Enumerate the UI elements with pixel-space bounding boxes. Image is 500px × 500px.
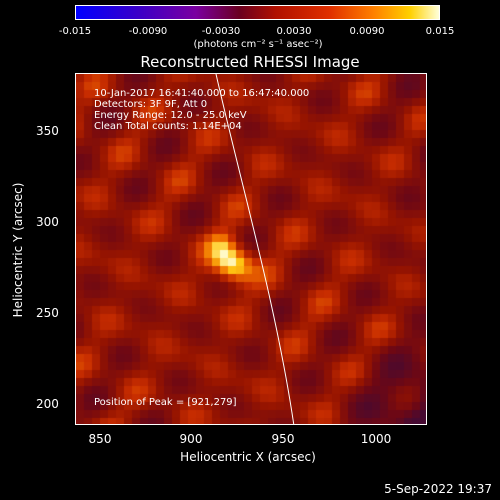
x-tick-label: 1000 <box>360 432 392 446</box>
x-axis-label: Heliocentric X (arcsec) <box>180 450 316 464</box>
detectors-text: Detectors: 3F 9F, Att 0 <box>94 99 208 110</box>
colorbar-units-label: (photons cm⁻² s⁻¹ asec⁻²) <box>193 39 323 50</box>
x-tick-label: 950 <box>271 432 295 446</box>
y-tick-label: 200 <box>36 397 59 411</box>
rhessi-image-plot: 10-Jan-2017 16:41:40.000 to 16:47:40.000… <box>75 73 427 425</box>
colorbar-tick: 0.015 <box>425 26 455 37</box>
x-tick-label: 850 <box>88 432 112 446</box>
colorbar-tick: -0.0090 <box>128 26 168 37</box>
y-tick-label: 350 <box>36 124 59 138</box>
solar-limb-line <box>215 74 295 424</box>
colorbar-tick: 0.0090 <box>349 26 385 37</box>
y-tick-label: 250 <box>36 306 59 320</box>
y-axis-label: Heliocentric Y (arcsec) <box>11 182 25 318</box>
timestamp-footer: 5-Sep-2022 19:37 <box>384 482 492 496</box>
x-tick-label: 900 <box>179 432 203 446</box>
colorbar <box>75 5 440 20</box>
y-tick-label: 300 <box>36 215 59 229</box>
clean-counts-text: Clean Total counts: 1.14E+04 <box>94 121 242 132</box>
plot-overlay <box>215 74 295 424</box>
rhessi-heatmap <box>76 74 426 424</box>
image-title: Reconstructed RHESSI Image <box>140 53 360 71</box>
peak-position-text: Position of Peak = [921,279] <box>94 397 237 408</box>
energy-range-text: Energy Range: 12.0 - 25.0 keV <box>94 110 247 121</box>
colorbar-tick: -0.0030 <box>201 26 241 37</box>
colorbar-tick: 0.0030 <box>276 26 312 37</box>
time-range-text: 10-Jan-2017 16:41:40.000 to 16:47:40.000 <box>94 88 310 99</box>
colorbar-tick: -0.015 <box>58 26 92 37</box>
